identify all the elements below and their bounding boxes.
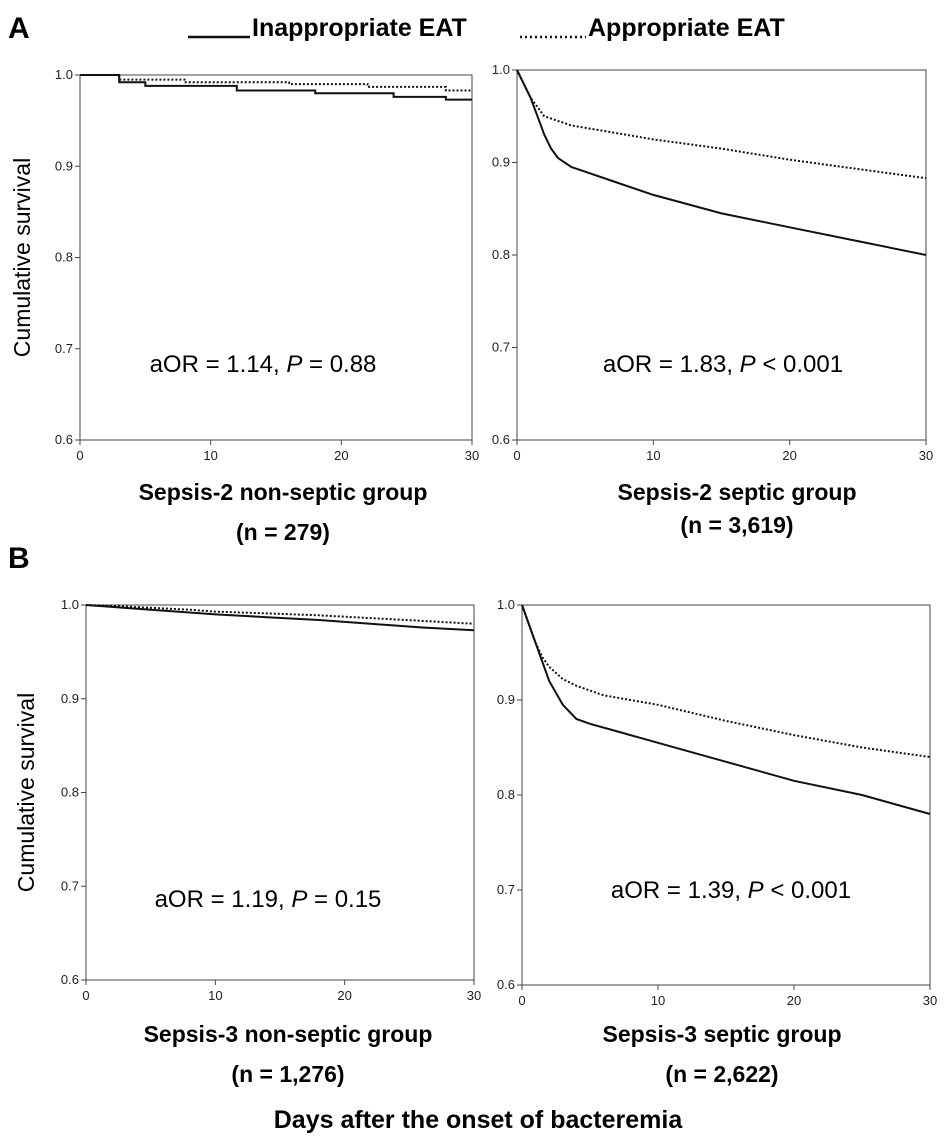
annotation-p-value: = 0.88 xyxy=(302,351,376,378)
annotation-p-symbol: P xyxy=(286,351,302,378)
chart-sepsis3-septic: 0.6 0.7 0.8 0.9 1.0 0 10 20 30 aOR = 1.39, P < 0.… xyxy=(497,597,937,1087)
legend-appropriate-label: Appropriate EAT xyxy=(588,14,785,42)
y-tick-label: 0.8 xyxy=(55,250,73,265)
x-tick-label: 30 xyxy=(923,993,937,1008)
y-tick-label: 0.7 xyxy=(492,340,510,355)
y-axis-label: Cumulative survival xyxy=(9,158,35,357)
series-line-appropriate-eat xyxy=(521,604,931,758)
series-line-inappropriate-eat xyxy=(516,69,927,256)
chart-sepsis2-non-septic: 0.6 0.7 0.8 0.9 1.0 0 10 20 30 Cumulative surviva… xyxy=(9,67,479,545)
annotation-aor: aOR = 1.39, xyxy=(611,877,748,904)
common-x-axis-label: Days after the onset of bacteremia xyxy=(274,1106,684,1134)
chart-sample-size: (n = 2,622) xyxy=(665,1061,778,1087)
x-tick-label: 30 xyxy=(467,988,481,1003)
y-tick-label: 0.9 xyxy=(55,158,73,173)
legend: Inappropriate EAT Appropriate EAT xyxy=(188,14,785,42)
annotation-p-value: < 0.001 xyxy=(764,877,851,904)
y-tick-label: 0.7 xyxy=(55,341,73,356)
x-tick-label: 20 xyxy=(782,448,796,463)
y-tick-label: 0.9 xyxy=(497,692,515,707)
series-line-appropriate-eat xyxy=(85,604,475,625)
x-tick-label: 0 xyxy=(76,448,83,463)
x-tick-label: 10 xyxy=(203,448,217,463)
annotation-p-value: < 0.001 xyxy=(756,351,843,378)
y-axis-label: Cumulative survival xyxy=(13,693,39,892)
statistics-annotation: aOR = 1.83, P < 0.001 xyxy=(603,351,843,378)
y-tick-label: 0.8 xyxy=(61,785,79,800)
annotation-aor: aOR = 1.14, xyxy=(150,351,287,378)
annotation-p-symbol: P xyxy=(740,351,756,378)
chart-title: Sepsis-3 septic group xyxy=(602,1021,841,1047)
panel-label-a: A xyxy=(8,12,30,45)
statistics-annotation: aOR = 1.14, P = 0.88 xyxy=(150,351,377,378)
series-line-inappropriate-eat xyxy=(80,74,472,101)
chart-title: Sepsis-2 septic group xyxy=(617,479,856,505)
y-tick-label: 1.0 xyxy=(492,62,510,77)
annotation-p-symbol: P xyxy=(748,877,764,904)
y-tick-label: 0.6 xyxy=(492,432,510,447)
chart-sample-size: (n = 1,276) xyxy=(231,1061,344,1087)
y-tick-label: 0.9 xyxy=(61,691,79,706)
annotation-p-value: = 0.15 xyxy=(307,886,381,913)
x-tick-label: 10 xyxy=(651,993,665,1008)
x-tick-label: 0 xyxy=(82,988,89,1003)
y-tick-label: 0.7 xyxy=(61,878,79,893)
statistics-annotation: aOR = 1.39, P < 0.001 xyxy=(611,877,851,904)
series-line-inappropriate-eat xyxy=(521,604,931,815)
series-line-inappropriate-eat xyxy=(85,604,475,632)
y-tick-label: 0.8 xyxy=(492,247,510,262)
chart-sample-size: (n = 279) xyxy=(236,519,330,545)
annotation-aor: aOR = 1.83, xyxy=(603,351,740,378)
y-tick-label: 1.0 xyxy=(61,597,79,612)
x-tick-label: 0 xyxy=(513,448,520,463)
legend-inappropriate-label: Inappropriate EAT xyxy=(252,14,467,42)
chart-sepsis2-septic: 0.6 0.7 0.8 0.9 1.0 0 10 20 30 aOR = 1.83, P < 0.… xyxy=(492,62,933,538)
x-tick-label: 20 xyxy=(334,448,348,463)
annotation-p-symbol: P xyxy=(291,886,307,913)
chart-sepsis3-non-septic: 0.6 0.7 0.8 0.9 1.0 0 10 20 30 Cumulative surviva… xyxy=(13,597,481,1087)
y-tick-label: 0.8 xyxy=(497,787,515,802)
y-tick-label: 1.0 xyxy=(55,67,73,82)
y-tick-label: 1.0 xyxy=(497,597,515,612)
y-tick-label: 0.6 xyxy=(61,972,79,987)
x-tick-label: 10 xyxy=(646,448,660,463)
statistics-annotation: aOR = 1.19, P = 0.15 xyxy=(155,886,382,913)
series-line-appropriate-eat xyxy=(80,74,472,92)
annotation-aor: aOR = 1.19, xyxy=(155,886,292,913)
x-tick-label: 20 xyxy=(337,988,351,1003)
y-tick-label: 0.7 xyxy=(497,882,515,897)
y-tick-label: 0.6 xyxy=(497,977,515,992)
panel-label-b: B xyxy=(8,542,30,575)
x-tick-label: 20 xyxy=(787,993,801,1008)
chart-title: Sepsis-2 non-septic group xyxy=(139,479,428,505)
x-tick-label: 10 xyxy=(208,988,222,1003)
chart-title: Sepsis-3 non-septic group xyxy=(144,1021,433,1047)
chart-sample-size: (n = 3,619) xyxy=(680,512,793,538)
y-tick-label: 0.6 xyxy=(55,432,73,447)
x-tick-label: 0 xyxy=(518,993,525,1008)
y-tick-label: 0.9 xyxy=(492,155,510,170)
x-tick-label: 30 xyxy=(465,448,479,463)
x-tick-label: 30 xyxy=(919,448,933,463)
